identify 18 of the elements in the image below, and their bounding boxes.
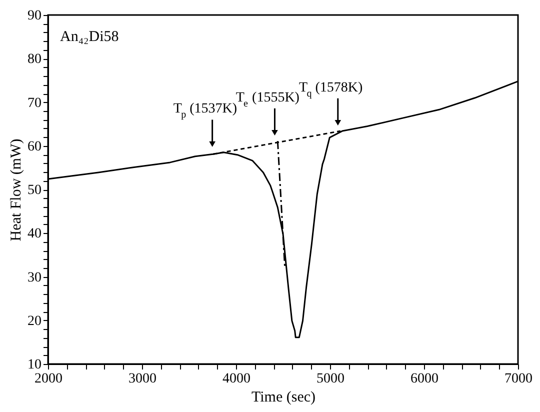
y-tick-label: 50 (28, 183, 42, 198)
y-tick-label: 10 (28, 358, 42, 372)
y-tick-label: 70 (28, 96, 42, 111)
x-axis-title: Time (sec) (251, 390, 316, 406)
y-tick-label: 20 (28, 314, 42, 329)
x-tick-label: 5000 (316, 372, 344, 386)
x-tick-label: 2000 (34, 372, 62, 386)
x-tick-label: 4000 (222, 372, 250, 386)
y-tick-label: 40 (28, 226, 42, 242)
x-tick-label: 6000 (410, 372, 438, 386)
text: An₄₂Di58 (60, 29, 119, 45)
x-tick-label: 7000 (504, 372, 532, 386)
x-tick-label: 3000 (128, 372, 156, 386)
y-tick-label: 80 (28, 52, 42, 68)
y-axis-title: Heat Flow (mW) (8, 138, 24, 242)
y-tick-label: 90 (28, 8, 42, 24)
y-tick-label: 30 (28, 270, 42, 286)
y-tick-label: 60 (28, 139, 42, 154)
